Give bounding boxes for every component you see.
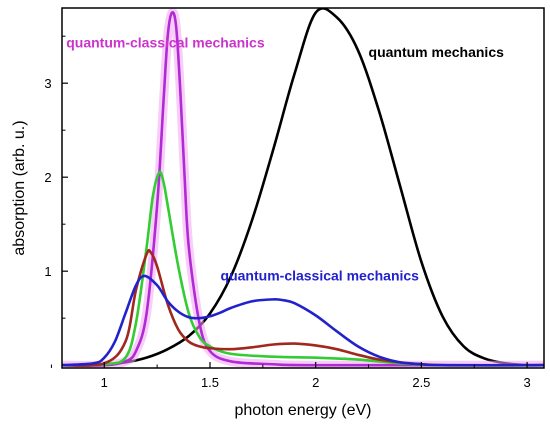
series-line-0 [62,8,544,367]
series-line-2 [62,170,544,367]
y-axis-title: absorption (arb. u.) [11,120,28,255]
series-line-3 [62,248,544,367]
x-tick-label: 2 [312,375,319,390]
x-axis-title: photon energy (eV) [235,402,372,419]
y-tick-label: 3 [44,76,51,91]
y-tick-label: 1 [44,264,51,279]
series-line-1 [62,11,544,367]
ticks-layer: 1 1.5 2 2.5 3 1 2 3 [44,35,531,390]
series-layer [62,8,544,368]
y-tick-label: 2 [44,170,51,185]
x-tick-label: 1.5 [201,375,219,390]
series-line-4 [62,274,544,367]
annotation-label-0: quantum-classical mechanics [66,34,265,50]
annotation-label-2: quantum-classical mechanics [221,268,420,284]
annotations-layer: quantum-classical mechanics quantum mecha… [66,34,504,283]
x-tick-label: 3 [523,375,530,390]
x-tick-label: 1 [101,375,108,390]
x-tick-label: 2.5 [412,375,430,390]
plot-frame [61,7,545,369]
series-line-glow-1 [62,8,544,368]
annotation-label-1: quantum mechanics [369,44,505,60]
